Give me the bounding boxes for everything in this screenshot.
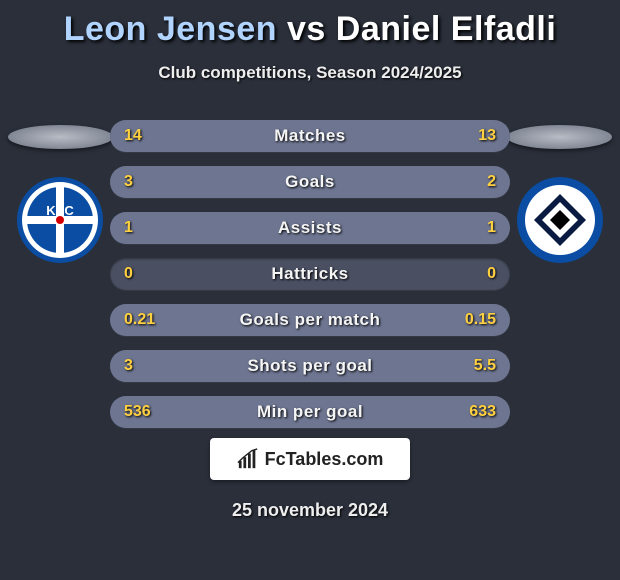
brand-text: FcTables.com: [265, 449, 384, 470]
stat-row: 0.21Goals per match0.15: [110, 304, 510, 336]
stat-value-right: 2: [487, 166, 496, 198]
date-text: 25 november 2024: [0, 500, 620, 521]
page-title: Leon Jensen vs Daniel Elfadli: [0, 0, 620, 49]
title-vs: vs: [287, 10, 326, 48]
stat-label: Goals per match: [110, 304, 510, 336]
player1-name: Leon Jensen: [64, 10, 277, 48]
player2-name: Daniel Elfadli: [336, 10, 557, 48]
stat-row: 1Assists1: [110, 212, 510, 244]
stat-value-right: 633: [469, 396, 496, 428]
stat-value-right: 13: [478, 120, 496, 152]
stat-row: 14Matches13: [110, 120, 510, 152]
stat-label: Assists: [110, 212, 510, 244]
stat-label: Matches: [110, 120, 510, 152]
stat-value-right: 0: [487, 258, 496, 290]
chart-icon: [237, 448, 259, 470]
brand-box: FcTables.com: [210, 438, 410, 480]
stat-label: Hattricks: [110, 258, 510, 290]
stat-row: 536Min per goal633: [110, 396, 510, 428]
stat-value-right: 1: [487, 212, 496, 244]
stat-label: Shots per goal: [110, 350, 510, 382]
stats-table: 14Matches13 3Goals2 1Assists1 0Hattricks0 0.…: [0, 120, 620, 442]
stat-row: 3Shots per goal5.5: [110, 350, 510, 382]
stat-value-right: 0.15: [465, 304, 496, 336]
stat-value-right: 5.5: [474, 350, 496, 382]
stat-label: Goals: [110, 166, 510, 198]
stat-row: 0Hattricks0: [110, 258, 510, 290]
subtitle: Club competitions, Season 2024/2025: [0, 63, 620, 83]
stat-row: 3Goals2: [110, 166, 510, 198]
stat-label: Min per goal: [110, 396, 510, 428]
